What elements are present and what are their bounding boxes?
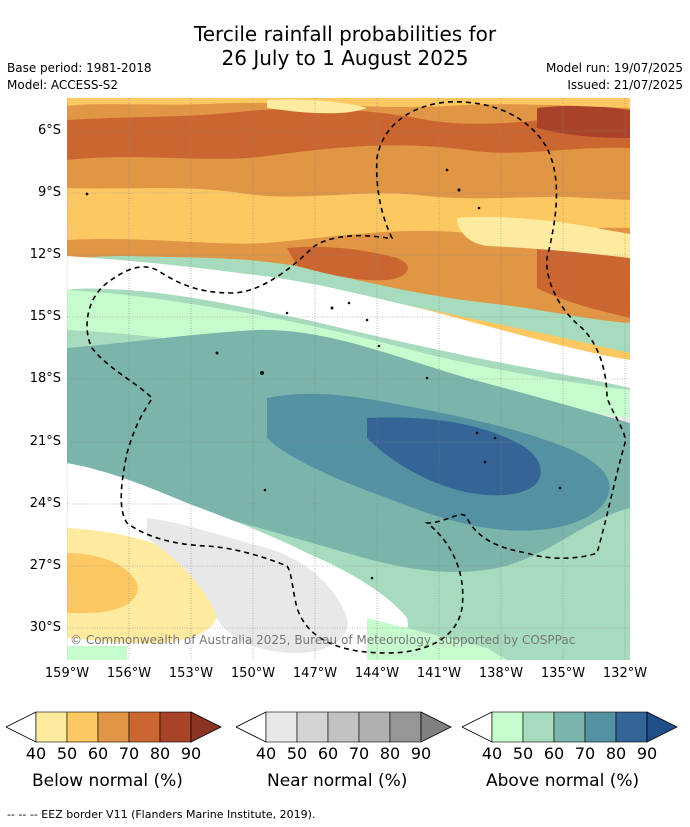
near-swatch: [389, 711, 422, 743]
below-tick: 60: [87, 744, 109, 763]
band-white: [67, 256, 630, 388]
near-over-arrow: [420, 711, 452, 743]
title-line-2: 26 July to 1 August 2025: [221, 46, 469, 70]
below-swatch: [35, 711, 68, 743]
lon-label: 141°W: [416, 666, 462, 681]
below-tick: 50: [56, 744, 78, 763]
near-swatch: [265, 711, 298, 743]
below-tick: 70: [118, 744, 140, 763]
eez-footnote: -- -- -- EEZ border V11 (Flanders Marine…: [7, 808, 316, 821]
lat-label: 15°S: [29, 309, 61, 324]
map-title: Tercile rainfall probabilities for 26 Ju…: [0, 22, 690, 70]
lat-label: 12°S: [29, 247, 61, 262]
above-tick: 60: [543, 744, 565, 763]
lat-label: 21°S: [29, 434, 61, 449]
lon-label: 138°W: [478, 666, 524, 681]
above-40-bottom-right: [367, 618, 507, 660]
near-legend-title: Near normal (%): [267, 771, 408, 791]
below-legend-title: Below normal (%): [32, 771, 183, 791]
below-under-arrow: [6, 711, 37, 743]
above-swatch: [522, 711, 555, 743]
band-below-40-top: [267, 99, 367, 114]
near-tick: 60: [317, 744, 339, 763]
graticule: [67, 98, 630, 660]
near-tick: 40: [255, 744, 277, 763]
above-under-arrow: [462, 711, 493, 743]
near-tick: 70: [348, 744, 370, 763]
above-tick: 40: [481, 744, 503, 763]
lon-label: 132°W: [602, 666, 648, 681]
near-swatch: [296, 711, 329, 743]
lat-label: 24°S: [29, 496, 61, 511]
below-swatch: [128, 711, 161, 743]
copyright-notice: © Commonwealth of Australia 2025, Bureau…: [70, 633, 576, 647]
below-50-bottom: [67, 553, 138, 613]
lon-label: 144°W: [354, 666, 400, 681]
above-tick: 90: [636, 744, 658, 763]
band-below-40-mid: [457, 216, 630, 258]
near-tick: 50: [286, 744, 308, 763]
above-swatch: [584, 711, 617, 743]
model-run: Model run: 19/07/2025: [545, 61, 683, 75]
lon-label: 135°W: [540, 666, 586, 681]
lat-label: 18°S: [29, 371, 61, 386]
below-over-arrow: [190, 711, 222, 743]
below-colorbar: [6, 711, 222, 743]
title-line-1: Tercile rainfall probabilities for: [193, 22, 497, 46]
lat-label: 9°S: [37, 185, 61, 200]
above-tick: 50: [512, 744, 534, 763]
islands: [85, 168, 562, 580]
above-swatch: [491, 711, 524, 743]
near-tick: 90: [410, 744, 432, 763]
above-swatch: [615, 711, 648, 743]
near-40-bottom: [147, 518, 348, 653]
near-swatch: [327, 711, 360, 743]
lat-label: 27°S: [29, 558, 61, 573]
below-swatch: [159, 711, 192, 743]
above-80: [367, 417, 541, 496]
issued-date: Issued: 21/07/2025: [567, 78, 683, 92]
above-legend-title: Above normal (%): [486, 771, 640, 791]
lon-label: 147°W: [292, 666, 338, 681]
model-name: Model: ACCESS-S2: [7, 78, 119, 92]
near-tick: 80: [379, 744, 401, 763]
above-tick: 80: [605, 744, 627, 763]
below-swatch: [66, 711, 99, 743]
lon-label: 153°W: [168, 666, 214, 681]
lat-label: 6°S: [37, 123, 61, 138]
near-swatch: [358, 711, 391, 743]
probability-map: [67, 98, 630, 660]
eez-borders: [86, 101, 626, 654]
band-below-70-c: [537, 246, 630, 318]
eez-french-polynesia: [86, 101, 626, 654]
below-tick: 90: [180, 744, 202, 763]
above-tick: 70: [574, 744, 596, 763]
model-info: Base period: 1981-2018 Model: ACCESS-S2: [7, 60, 152, 94]
lat-label: 30°S: [29, 620, 61, 635]
above-swatch: [553, 711, 586, 743]
band-below-80: [537, 105, 630, 138]
band-below-50-b: [67, 98, 630, 108]
base-period: Base period: 1981-2018: [7, 61, 152, 75]
above-40-bottom-left: [67, 646, 127, 660]
lon-label: 159°W: [44, 666, 90, 681]
run-info: Model run: 19/07/2025 Issued: 21/07/2025: [546, 60, 683, 94]
band-below-70: [67, 108, 630, 160]
below-swatch: [97, 711, 130, 743]
above-colorbar: [462, 711, 678, 743]
lon-label: 156°W: [106, 666, 152, 681]
below-tick: 40: [25, 744, 47, 763]
below-tick: 80: [149, 744, 171, 763]
near-under-arrow: [236, 711, 267, 743]
lon-label: 150°W: [230, 666, 276, 681]
near-colorbar: [236, 711, 452, 743]
above-over-arrow: [646, 711, 678, 743]
